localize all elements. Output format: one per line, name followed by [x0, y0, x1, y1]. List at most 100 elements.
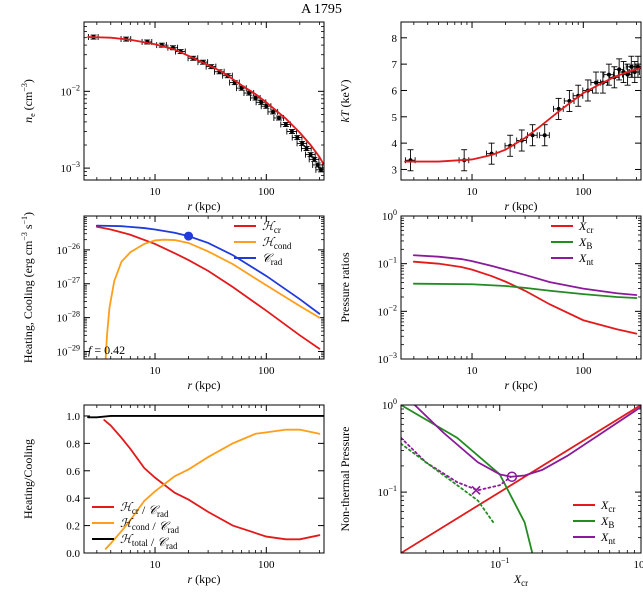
marker-open-circle — [506, 471, 518, 483]
marker-x — [471, 485, 481, 495]
x-tick-label: 10−1 — [490, 556, 510, 571]
data-point — [296, 140, 308, 147]
legend-item: ℋtotal / 𝒞rad — [92, 532, 178, 551]
axes-frame — [400, 215, 642, 360]
y-tick-label: 0.0 — [66, 548, 80, 560]
series-line-fit — [87, 36, 324, 166]
y-tick-label: 10−2 — [60, 83, 80, 98]
y-tick-label: 0.2 — [66, 521, 80, 533]
x-tick-label: 10 — [150, 559, 162, 571]
data-point — [404, 149, 416, 172]
x-tick-label: 100 — [258, 186, 275, 198]
axes-frame — [83, 215, 325, 360]
x-tick-label: 10 — [150, 365, 162, 377]
data-point — [539, 124, 550, 147]
data-point — [305, 151, 316, 158]
legend-item: Xcr — [551, 219, 593, 235]
legend-label: XB — [578, 235, 592, 251]
legend-label: Xcr — [600, 498, 615, 514]
legend-label: ℋcond — [262, 235, 292, 251]
y-tick-label: 10−26 — [56, 242, 80, 257]
data-point — [590, 71, 602, 94]
y-axis-label: Non-thermal Pressure — [338, 427, 352, 532]
series-line-x-b — [401, 405, 534, 553]
y-axis-label: Heating/Cooling — [21, 439, 35, 519]
figure-title: A 1795 — [301, 2, 342, 17]
plot-area — [404, 55, 641, 172]
series-line-x-b-dotted- — [401, 442, 495, 524]
y-axis-label: ne (cm−3) — [20, 79, 37, 123]
series-line-x-nt — [413, 405, 641, 478]
y-tick-label: 3 — [392, 164, 398, 176]
data-point — [291, 134, 303, 141]
y-tick-label: 10−3 — [60, 160, 80, 175]
data-point — [286, 128, 298, 135]
panel-heating-cooling: 10 100 10−26 10−27 10−28 10−29 r (kpc) Heating,… — [20, 212, 325, 392]
series-line-h-cond — [104, 238, 321, 359]
panel-pressure-ratios: 10 100 100 10−1 10−2 10−3 r (kpc) Pressure rati… — [338, 208, 642, 392]
x-axis-label: Xcr — [513, 572, 528, 588]
axes-frame — [83, 21, 325, 181]
data-point — [603, 63, 615, 86]
annotation: f = 0.42 — [88, 343, 125, 357]
x-tick-label: 10 — [467, 365, 479, 377]
y-tick-label: 4 — [392, 138, 398, 150]
legend-item: XB — [573, 514, 614, 530]
series-line-h-cond-c-rad — [104, 428, 321, 550]
legend-item: Xnt — [551, 251, 594, 267]
legend-item: 𝒞rad — [234, 251, 283, 267]
legend-label: Xnt — [578, 251, 594, 267]
x-axis-label: r (kpc) — [188, 199, 221, 213]
x-axis-label: r (kpc) — [505, 199, 538, 213]
series-line-c-rad — [95, 224, 321, 315]
legend-item: XB — [551, 235, 592, 251]
legend-label: Xnt — [600, 530, 616, 546]
y-tick-label: 0.6 — [66, 466, 80, 478]
legend-item: Xcr — [573, 498, 615, 514]
data-point — [273, 114, 285, 121]
marker-dot — [184, 231, 194, 241]
y-axis-label: Pressure ratios — [338, 252, 352, 323]
legend-label: Xcr — [578, 219, 593, 235]
x-axis-label: r (kpc) — [188, 378, 221, 392]
x-axis-label: r (kpc) — [188, 572, 221, 586]
legend-label: ℋcr — [262, 219, 281, 235]
y-tick-label: 7 — [392, 59, 398, 71]
axes-frame — [400, 21, 642, 181]
series-line-fit — [404, 67, 641, 163]
x-tick-label: 10 — [150, 186, 162, 198]
y-tick-label: 10−28 — [56, 310, 80, 325]
x-tick-label: 100 — [258, 365, 275, 377]
legend-item: ℋcond — [234, 235, 292, 251]
legend-item: ℋcr — [234, 219, 281, 235]
x-tick-label: 10 — [467, 186, 479, 198]
series-line-x-nt — [412, 254, 638, 296]
y-tick-label: 10−29 — [56, 343, 80, 358]
series-line-x-nt-dotted- — [401, 436, 512, 492]
y-tick-label: 10−1 — [377, 256, 397, 271]
x-tick-label: 100 — [575, 186, 592, 198]
series-line-x-b — [412, 282, 638, 299]
y-tick-label: 10−27 — [56, 276, 80, 291]
y-tick-label: 10−3 — [377, 351, 397, 366]
y-tick-label: 5 — [392, 112, 398, 124]
y-tick-label: 0.8 — [66, 438, 80, 450]
panel-non-thermal-pressure: 10−1 100 10−1 100 Xcr Non-thermal Pressure Xcr… — [338, 397, 643, 588]
panel-temperature: 10 100 3 4 5 6 7 8 r (kpc) kT (keV) — [338, 21, 642, 213]
x-tick-label: 100 — [634, 556, 643, 571]
legend-item: Xnt — [573, 530, 616, 546]
plot-area — [401, 405, 641, 553]
legend-label: 𝒞rad — [262, 251, 283, 267]
y-tick-label: 1.0 — [66, 411, 80, 423]
axes-frame — [400, 404, 642, 554]
legend-label: ℋtotal / 𝒞rad — [120, 532, 178, 551]
y-tick-label: 10−1 — [377, 484, 397, 499]
series-line-x-cr — [401, 405, 641, 553]
panel-heating-over-cooling: 10 100 0.0 0.2 0.4 0.6 0.8 1.0 r (kpc) Heating/Co… — [21, 404, 325, 586]
x-tick-label: 100 — [575, 365, 592, 377]
series-line-h-cr-c-rad — [103, 419, 321, 541]
legend-item: ℋcond / 𝒞rad — [92, 516, 179, 535]
data-point — [312, 161, 323, 168]
